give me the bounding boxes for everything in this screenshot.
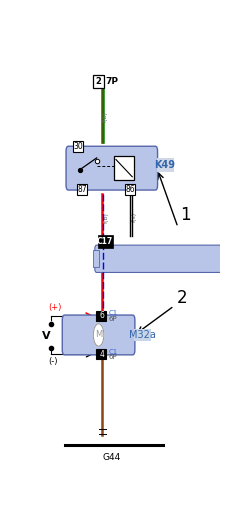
Text: M: M <box>95 330 102 339</box>
Text: C1: C1 <box>109 311 118 316</box>
FancyBboxPatch shape <box>66 146 158 190</box>
Text: f(s): f(s) <box>132 212 137 222</box>
Text: 4: 4 <box>100 350 105 359</box>
Circle shape <box>39 319 54 353</box>
FancyBboxPatch shape <box>125 184 135 195</box>
Text: 7P: 7P <box>106 77 119 86</box>
FancyBboxPatch shape <box>96 349 106 359</box>
Text: 6: 6 <box>100 311 105 321</box>
Text: 6P: 6P <box>109 354 118 360</box>
FancyBboxPatch shape <box>98 235 112 247</box>
FancyBboxPatch shape <box>95 245 222 272</box>
Text: 2: 2 <box>95 77 101 86</box>
Text: (-): (-) <box>49 357 58 366</box>
FancyBboxPatch shape <box>96 311 106 321</box>
Text: K49: K49 <box>154 160 175 170</box>
Text: G44: G44 <box>103 453 121 461</box>
FancyBboxPatch shape <box>93 75 104 88</box>
Text: C17: C17 <box>97 237 113 246</box>
Text: f(b): f(b) <box>104 212 109 223</box>
Text: 87: 87 <box>78 185 87 194</box>
Circle shape <box>93 324 104 346</box>
FancyBboxPatch shape <box>157 158 174 172</box>
Text: V: V <box>42 331 51 341</box>
FancyBboxPatch shape <box>114 156 134 181</box>
Text: 2: 2 <box>176 289 187 307</box>
FancyBboxPatch shape <box>77 184 87 195</box>
Text: 86: 86 <box>126 185 135 194</box>
Text: (+): (+) <box>49 303 62 312</box>
FancyBboxPatch shape <box>73 141 83 152</box>
Text: f(b): f(b) <box>103 112 108 122</box>
Text: 30: 30 <box>74 142 84 151</box>
Text: M32a: M32a <box>129 330 155 340</box>
Text: C1: C1 <box>109 349 118 354</box>
Text: 1: 1 <box>180 206 191 224</box>
FancyBboxPatch shape <box>93 251 99 267</box>
FancyBboxPatch shape <box>62 315 135 355</box>
Text: 6P: 6P <box>109 316 118 322</box>
FancyBboxPatch shape <box>133 328 151 341</box>
